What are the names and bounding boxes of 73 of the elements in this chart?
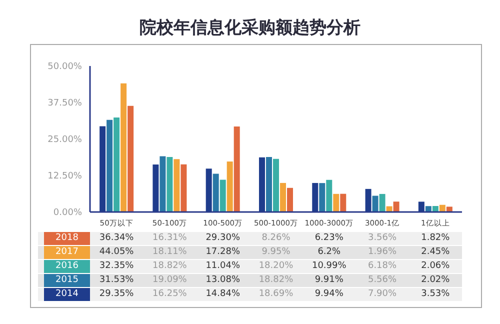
data-label: 2.02%	[420, 274, 451, 287]
data-label: 11.04%	[204, 260, 242, 273]
data-label: 18.82%	[152, 260, 188, 273]
y-tick-label: 37.50%	[48, 98, 82, 109]
data-label: 29.30%	[204, 232, 242, 245]
data-label: 7.90%	[366, 288, 398, 301]
bar	[425, 206, 432, 212]
bar	[120, 83, 127, 212]
bar	[106, 120, 113, 212]
bar	[446, 206, 452, 212]
bar	[114, 118, 120, 212]
bar	[160, 156, 166, 212]
y-tick-label: 12.50%	[48, 172, 82, 182]
bar	[180, 164, 187, 212]
chart-title: 院校年信息化采购额趋势分析	[138, 17, 362, 39]
bar	[166, 157, 173, 212]
data-label: 18.69%	[258, 288, 294, 301]
bar	[280, 182, 286, 212]
data-label: 2.06%	[420, 260, 451, 273]
data-label: 9.94%	[314, 288, 344, 301]
bar	[372, 196, 378, 212]
data-label: 6.23%	[314, 232, 344, 245]
data-label: 9.95%	[260, 246, 292, 259]
data-label: 44.05%	[98, 246, 135, 259]
bar	[266, 157, 272, 212]
bar	[333, 194, 340, 212]
data-label: 6.18%	[366, 260, 398, 273]
data-label: 16.25%	[152, 288, 188, 301]
data-label: 36.34%	[98, 232, 135, 245]
data-label: 31.53%	[98, 274, 135, 287]
bar	[432, 206, 438, 212]
bar	[220, 180, 226, 212]
data-label: 3.56%	[366, 232, 398, 245]
bar	[439, 204, 446, 212]
data-label: 18.20%	[258, 260, 294, 273]
bar	[128, 106, 134, 212]
bar	[340, 194, 346, 212]
data-label: 32.35%	[98, 260, 135, 273]
data-label: 29.35%	[98, 288, 135, 301]
bar	[393, 202, 400, 212]
text: 2017	[44, 246, 90, 259]
data-label: 2.45%	[420, 246, 451, 259]
data-label: 6.2%	[316, 246, 342, 259]
y-tick-label: 0.00%	[53, 208, 82, 218]
bar	[326, 180, 332, 212]
text: 2016	[44, 260, 90, 273]
data-label: 18.82%	[258, 274, 294, 287]
data-label: 13.08%	[204, 274, 242, 287]
bar	[379, 194, 386, 212]
bar	[319, 183, 326, 212]
data-label: 8.26%	[260, 232, 292, 245]
y-tick-label: 50.00%	[48, 62, 82, 72]
bar	[234, 126, 240, 212]
bar	[286, 188, 293, 212]
y-tick-label: 25.00%	[48, 135, 82, 146]
data-label: 10.99%	[310, 260, 348, 273]
bar	[174, 159, 180, 212]
text: 2014	[44, 288, 90, 301]
data-label: 17.28%	[204, 246, 242, 259]
bar	[226, 162, 233, 212]
data-label: 3.53%	[420, 288, 451, 301]
data-label: 5.56%	[366, 274, 398, 287]
text: 2015	[44, 274, 90, 287]
data-label: 18.11%	[152, 246, 188, 259]
data-label: 19.09%	[152, 274, 188, 287]
data-label: 16.31%	[152, 232, 188, 245]
bar	[212, 174, 219, 212]
data-label: 9.91%	[314, 274, 344, 287]
data-label: 1.82%	[420, 232, 451, 245]
bar	[272, 158, 279, 212]
data-label: 1.96%	[366, 246, 398, 259]
data-label: 14.84%	[204, 288, 242, 301]
text: 2018	[44, 232, 90, 245]
